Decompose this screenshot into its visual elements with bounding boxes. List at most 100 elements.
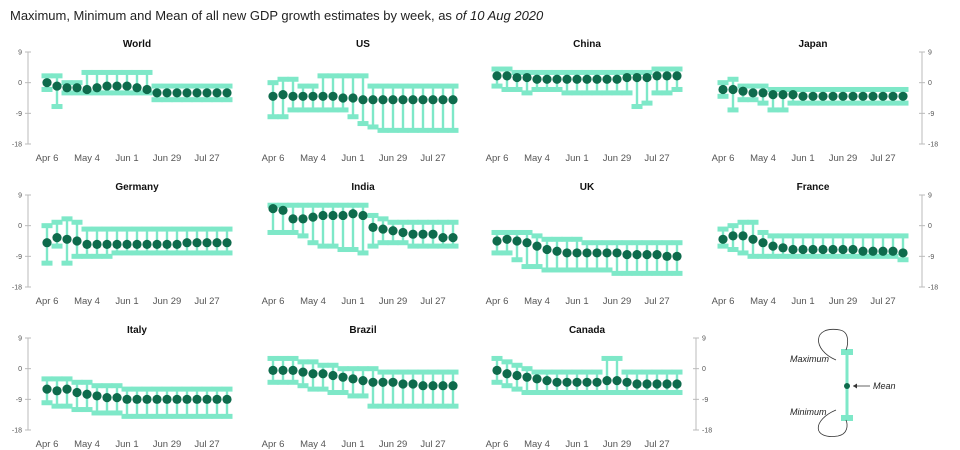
max-cap	[897, 86, 909, 92]
min-cap	[541, 390, 553, 396]
range-bar	[135, 72, 139, 93]
max-cap	[787, 233, 799, 239]
max-cap	[671, 369, 683, 375]
range-bar	[615, 358, 619, 393]
max-cap	[387, 369, 399, 375]
range-bar	[545, 239, 549, 270]
min-cap	[797, 100, 809, 106]
min-cap	[367, 403, 379, 409]
max-cap	[357, 202, 369, 208]
min-cap	[591, 90, 603, 96]
mean-marker	[142, 394, 152, 404]
mean-marker	[642, 250, 652, 260]
mean-marker	[542, 74, 552, 84]
max-cap	[151, 226, 163, 232]
range-bar	[655, 69, 659, 93]
max-cap	[121, 386, 133, 392]
mean-marker	[448, 381, 458, 391]
mean-marker	[572, 377, 582, 387]
max-cap	[521, 229, 533, 235]
mean-marker	[758, 88, 768, 98]
min-cap	[767, 253, 779, 259]
mean-marker	[662, 71, 672, 81]
min-cap	[661, 270, 673, 276]
y-tick-label: 9	[928, 193, 932, 200]
mean-marker	[858, 91, 868, 101]
mean-marker	[572, 74, 582, 84]
min-cap	[181, 413, 193, 419]
mean-marker	[492, 365, 502, 375]
panel-title: Japan	[799, 39, 828, 50]
min-cap	[581, 267, 593, 273]
x-tick-label: Apr 6	[486, 153, 509, 164]
max-cap	[297, 359, 309, 365]
max-cap	[531, 369, 543, 375]
mean-marker	[388, 95, 398, 105]
max-cap	[521, 69, 533, 75]
mean-marker	[268, 91, 278, 101]
max-cap	[211, 386, 223, 392]
y-tick-label: -18	[12, 142, 22, 149]
max-cap	[51, 73, 63, 79]
x-tick-label: May 4	[300, 296, 326, 307]
min-cap	[277, 379, 289, 385]
max-cap	[491, 66, 503, 72]
mean-marker	[438, 95, 448, 105]
min-cap	[747, 253, 759, 259]
max-cap	[181, 226, 193, 232]
min-cap	[307, 386, 319, 392]
mean-marker	[808, 91, 818, 101]
range-bar	[871, 235, 875, 257]
min-cap	[837, 253, 849, 259]
max-cap	[327, 73, 339, 79]
max-cap	[661, 66, 673, 72]
min-cap	[671, 270, 683, 276]
mean-marker	[378, 95, 388, 105]
range-bar	[635, 72, 639, 107]
panel-italy: Italy 9 0 -9 -18 Apr 6 May 4 Jun 1 Jun 29 Jul 27	[12, 325, 233, 450]
min-cap	[267, 114, 279, 120]
mean-marker	[358, 95, 368, 105]
max-cap	[417, 369, 429, 375]
mean-marker	[122, 239, 132, 250]
min-cap	[111, 410, 123, 416]
max-cap	[837, 233, 849, 239]
min-cap	[531, 390, 543, 396]
max-cap	[61, 216, 73, 222]
min-cap	[427, 403, 439, 409]
min-cap	[131, 413, 143, 419]
max-cap	[151, 83, 163, 89]
max-cap	[121, 226, 133, 232]
min-cap	[221, 413, 233, 419]
min-cap	[877, 100, 889, 106]
max-cap	[447, 369, 459, 375]
min-cap	[221, 97, 233, 103]
range-bar	[271, 205, 275, 233]
min-cap	[357, 393, 369, 399]
max-cap	[857, 86, 869, 92]
max-cap	[101, 383, 113, 389]
max-cap	[201, 226, 213, 232]
min-cap	[857, 253, 869, 259]
range-bar	[645, 72, 649, 104]
y-tick-label: -9	[928, 254, 934, 261]
x-tick-label: Jun 29	[153, 296, 182, 307]
min-cap	[787, 253, 799, 259]
x-tick-label: Jun 29	[829, 153, 858, 164]
max-cap	[307, 202, 319, 208]
x-tick-label: Jun 1	[115, 153, 138, 164]
min-cap	[327, 107, 339, 113]
max-cap	[757, 83, 769, 89]
mean-marker	[532, 241, 542, 251]
mean-marker	[562, 377, 572, 387]
max-cap	[397, 83, 409, 89]
mean-marker	[408, 229, 418, 239]
mean-marker	[502, 71, 512, 81]
range-bar	[55, 75, 59, 107]
max-cap	[41, 223, 53, 229]
mean-marker	[132, 239, 142, 250]
mean-marker	[652, 71, 662, 81]
panel-india: India Apr 6 May 4 Jun 1 Jun 29 Jul 27	[262, 182, 459, 307]
range-bar	[391, 372, 395, 407]
min-cap	[267, 379, 279, 385]
